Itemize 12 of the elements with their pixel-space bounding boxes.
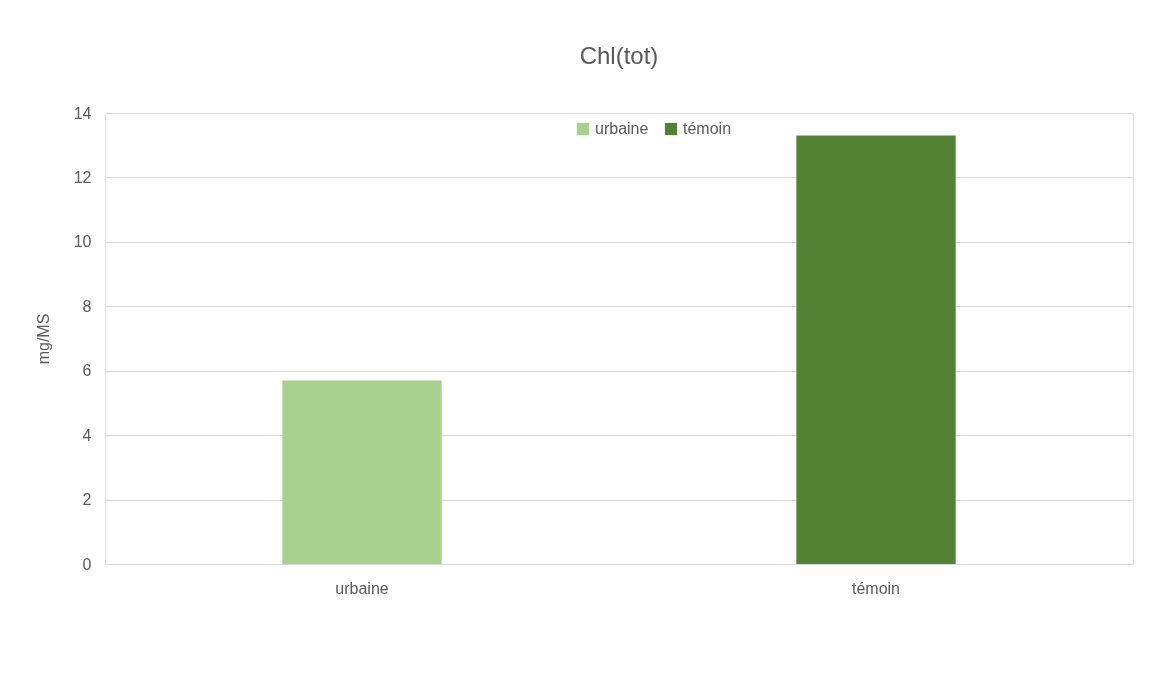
y-tick-label: 8 — [82, 297, 92, 315]
y-tick-label: 0 — [82, 555, 92, 573]
y-tick-label: 12 — [73, 168, 92, 186]
y-tick-label: 4 — [82, 426, 92, 444]
legend-label: témoin — [683, 120, 732, 137]
y-tick-label: 14 — [73, 104, 92, 122]
y-tick-label: 2 — [82, 491, 92, 509]
y-axis-title: mg/MS — [34, 313, 52, 365]
y-tick-label: 10 — [73, 233, 92, 251]
chart-title: Chl(tot) — [579, 42, 659, 69]
legend-label: urbaine — [595, 120, 649, 137]
y-tick-label: 6 — [82, 362, 92, 380]
